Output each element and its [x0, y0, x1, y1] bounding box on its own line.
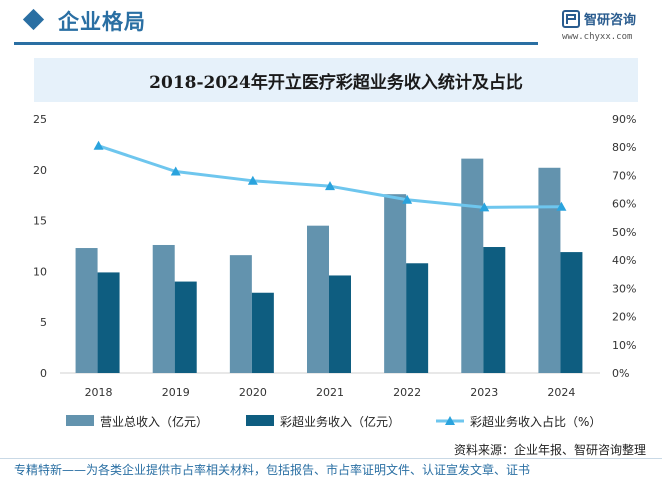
bar [229, 255, 252, 373]
legend-label: 营业总收入（亿元） [100, 414, 208, 429]
legend-swatch [66, 415, 94, 426]
x-tick-label: 2019 [162, 386, 190, 399]
line-point [556, 201, 567, 211]
line-point [93, 140, 104, 150]
line-point [325, 181, 335, 191]
x-tick-label: 2022 [393, 386, 421, 399]
bar [307, 225, 329, 373]
header-divider [14, 42, 538, 45]
bar [97, 272, 120, 373]
brand-url: www.chyxx.com [562, 32, 633, 42]
brand: 智研咨询 www.chyxx.com [562, 8, 652, 44]
bar [483, 247, 506, 373]
y-left-tick-label: 20 [33, 164, 47, 177]
line-point [479, 202, 490, 212]
bar [406, 263, 429, 373]
legend-marker [445, 416, 455, 425]
series-line [98, 144, 562, 209]
bar [152, 244, 175, 373]
x-tick-label: 2018 [85, 386, 113, 399]
x-tick-label: 2023 [470, 386, 498, 399]
y-left-tick-label: 0 [40, 367, 47, 380]
x-tick-label: 2021 [316, 386, 344, 399]
bar [538, 167, 561, 373]
brand-name: 智研咨询 [584, 13, 637, 28]
y-right-tick-label: 10% [612, 339, 636, 352]
bar [461, 158, 484, 373]
chart-title: 2018-2024年开立医疗彩超业务收入统计及占比 [149, 73, 523, 93]
bar [329, 275, 351, 373]
legend-label: 彩超业务收入（亿元） [280, 414, 400, 429]
y-right-tick-label: 60% [612, 198, 636, 211]
y-right-tick-label: 80% [612, 141, 636, 154]
footer-text: 专精特新——为各类企业提供市占率相关材料，包括报告、市占率证明文件、认证宣发文章… [14, 463, 531, 477]
x-tick-label: 2024 [547, 386, 575, 399]
y-left-tick-label: 15 [33, 215, 47, 228]
line-point [247, 175, 258, 185]
y-left-tick-label: 5 [40, 316, 47, 329]
brand-logo-icon [562, 10, 580, 28]
y-right-tick-label: 30% [612, 282, 636, 295]
y-right-tick-label: 70% [612, 169, 636, 182]
y-left-tick-label: 10 [33, 265, 47, 278]
y-right-tick-label: 90% [612, 113, 636, 126]
bar [560, 252, 583, 373]
legend-swatch [246, 415, 274, 426]
footer-divider [0, 458, 662, 459]
bar [75, 248, 98, 373]
line-point [170, 166, 181, 176]
line-point [402, 194, 413, 204]
y-right-tick-label: 20% [612, 311, 636, 324]
bar [174, 281, 197, 373]
chart-title-band: 2018-2024年开立医疗彩超业务收入统计及占比 [34, 58, 638, 102]
legend-label: 彩超业务收入占比（%） [470, 414, 601, 429]
y-left-tick-label: 25 [33, 113, 47, 126]
y-right-tick-label: 40% [612, 254, 636, 267]
bar [251, 292, 274, 373]
bar [384, 194, 407, 373]
section-title: 企业格局 [58, 10, 146, 34]
source-note: 资料来源：企业年报、智研咨询整理 [453, 443, 646, 457]
y-right-tick-label: 50% [612, 226, 636, 239]
header: 企业格局 智研咨询 www.chyxx.com [0, 0, 662, 46]
y-right-tick-label: 0% [612, 367, 629, 380]
x-tick-label: 2020 [239, 386, 267, 399]
